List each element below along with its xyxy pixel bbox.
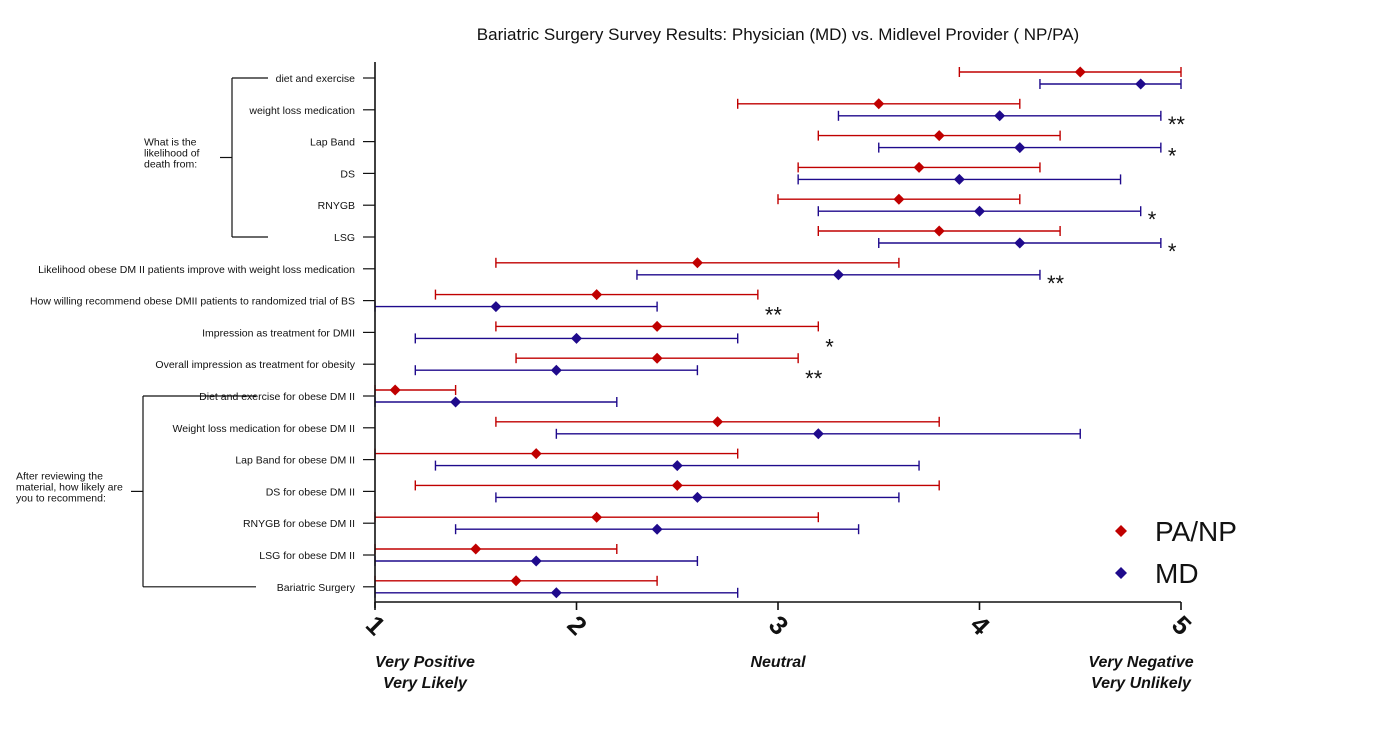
- category-label: Likelihood obese DM II patients improve …: [38, 264, 355, 276]
- mean-marker: [873, 98, 885, 110]
- mean-marker: [893, 193, 905, 205]
- mean-marker: [994, 110, 1006, 122]
- mean-marker: [691, 257, 703, 269]
- mean-marker: [974, 205, 985, 217]
- mean-marker: [913, 161, 925, 173]
- mean-marker: [691, 491, 703, 503]
- mean-marker: [510, 575, 522, 587]
- category-label: How willing recommend obese DMII patient…: [30, 296, 355, 308]
- mean-marker: [591, 289, 603, 301]
- category-label: DS for obese DM II: [266, 486, 355, 498]
- category-label: LSG for obese DM II: [259, 550, 355, 562]
- significance-mark: **: [765, 303, 783, 328]
- mean-marker: [1014, 237, 1026, 249]
- mean-marker: [953, 173, 965, 185]
- mean-marker: [1014, 142, 1026, 154]
- mean-marker: [550, 587, 562, 599]
- mean-marker: [712, 416, 724, 428]
- mean-marker: [651, 352, 663, 364]
- category-label: Weight loss medication for obese DM II: [173, 423, 355, 435]
- category-label: Lap Band for obese DM II: [235, 455, 355, 467]
- category-label: Bariatric Surgery: [277, 582, 356, 594]
- mean-marker: [812, 428, 824, 440]
- group-label: likelihood of: [144, 148, 200, 160]
- x-caption: Neutral: [750, 654, 806, 671]
- category-label: Diet and exercise for obese DM II: [199, 391, 355, 403]
- mean-marker: [651, 523, 663, 535]
- mean-marker: [571, 332, 582, 344]
- mean-marker: [591, 511, 603, 523]
- category-label: RNYGB for obese DM II: [243, 518, 355, 530]
- mean-marker: [832, 269, 844, 281]
- x-caption: Very Likely: [383, 675, 468, 692]
- chart-title: Bariatric Surgery Survey Results: Physic…: [477, 25, 1079, 44]
- significance-mark: *: [1148, 207, 1157, 232]
- category-label: DS: [340, 168, 355, 180]
- significance-mark: *: [1168, 144, 1177, 169]
- x-tick-label: 1: [360, 610, 391, 641]
- category-label: diet and exercise: [276, 73, 356, 85]
- significance-mark: **: [1168, 112, 1186, 137]
- x-tick-label: 5: [1166, 610, 1197, 641]
- mean-marker: [1074, 66, 1086, 78]
- significance-mark: **: [1047, 271, 1065, 296]
- x-caption: Very Positive: [375, 654, 475, 671]
- legend-marker: [1115, 525, 1127, 537]
- x-tick-label: 3: [763, 610, 794, 641]
- significance-mark: *: [1168, 239, 1177, 264]
- mean-marker: [530, 448, 542, 460]
- group-label: death from:: [144, 159, 197, 171]
- x-tick-label: 2: [561, 610, 592, 641]
- category-label: RNYGB: [318, 200, 355, 212]
- mean-marker: [651, 320, 663, 332]
- mean-marker: [671, 460, 683, 472]
- legend-label: PA/NP: [1155, 516, 1237, 547]
- mean-marker: [933, 130, 945, 142]
- mean-marker: [550, 364, 562, 376]
- mean-marker: [530, 555, 542, 567]
- group-label: material, how likely are: [16, 481, 123, 493]
- group-label: What is the: [144, 137, 197, 149]
- x-caption: Very Negative: [1088, 654, 1193, 671]
- legend-marker: [1115, 567, 1127, 579]
- mean-marker: [490, 301, 502, 313]
- x-caption: Very Unlikely: [1091, 675, 1192, 692]
- category-label: Impression as treatment for DMII: [202, 327, 355, 339]
- group-label: you to recommend:: [16, 492, 106, 504]
- group-label: After reviewing the: [16, 470, 103, 482]
- category-label: LSG: [334, 232, 355, 244]
- mean-marker: [450, 396, 462, 408]
- x-tick-label: 4: [964, 610, 996, 642]
- category-label: Lap Band: [310, 137, 355, 149]
- mean-marker: [933, 225, 945, 237]
- significance-mark: **: [805, 366, 823, 391]
- legend-label: MD: [1155, 558, 1199, 589]
- mean-marker: [671, 479, 683, 491]
- mean-marker: [389, 384, 401, 396]
- category-label: Overall impression as treatment for obes…: [155, 359, 355, 371]
- mean-marker: [470, 543, 482, 555]
- mean-marker: [1135, 78, 1147, 90]
- category-label: weight loss medication: [248, 105, 355, 117]
- significance-mark: *: [825, 334, 834, 359]
